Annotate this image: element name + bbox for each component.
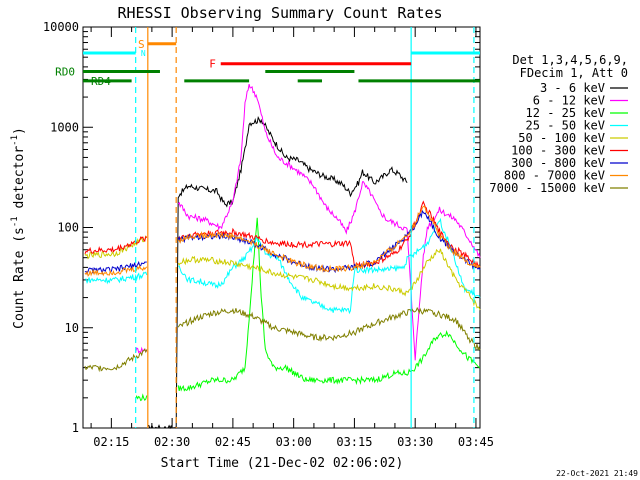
x-tick-label: 03:00 [276, 435, 312, 449]
x-tick-label: 02:30 [154, 435, 190, 449]
legend: Det 1,3,4,5,6,9,FDecim 1, Att 03 - 6 keV… [489, 53, 628, 195]
y-axis-label-prefix: Count Rate (s [12, 227, 27, 329]
series-line-5 [84, 235, 148, 254]
footer-date: 22-Oct-2021 21:49 [556, 469, 638, 478]
legend-title-line: FDecim 1, Att 0 [520, 66, 628, 80]
series-line-0 [147, 115, 408, 430]
legend-label: 12 - 25 keV [526, 106, 605, 120]
y-axis-label-suffix: ) [12, 127, 27, 135]
legend-label: 100 - 300 keV [511, 144, 605, 158]
legend-label: 3 - 6 keV [540, 81, 605, 95]
y-tick-label: 100 [57, 221, 79, 235]
flag-label: N [141, 49, 146, 58]
y-tick-label: 1 [72, 421, 79, 435]
y-axis-label-exponent-1: -1 [10, 216, 20, 227]
x-tick-label: 03:45 [458, 435, 494, 449]
series-line-2 [135, 393, 148, 402]
y-tick-label: 1000 [50, 120, 79, 134]
series-line-8 [84, 348, 148, 373]
flag-label: RD4 [91, 75, 111, 88]
annotation-layer: SN F RD0 RD4 [55, 27, 480, 428]
plot-frame [82, 26, 481, 429]
legend-label: 7000 - 15000 keV [489, 181, 605, 195]
series-line-3 [178, 217, 481, 315]
legend-label: 25 - 50 keV [526, 119, 605, 133]
legend-title-line: Det 1,3,4,5,6,9, [512, 53, 628, 67]
x-tick-label: 03:15 [336, 435, 372, 449]
legend-label: 300 - 800 keV [511, 156, 605, 170]
y-tick-label: 10 [65, 321, 79, 335]
legend-label: 800 - 7000 keV [504, 169, 605, 183]
y-tick-label: 10000 [43, 20, 79, 34]
series-line-8 [177, 306, 481, 351]
x-tick-label: 03:30 [397, 435, 433, 449]
series-line-4 [84, 235, 148, 260]
legend-label: 50 - 100 keV [518, 131, 605, 145]
series-line-7 [84, 264, 148, 277]
flag-label: F [209, 58, 216, 71]
y-axis: 1 10 100 1000 10000 [43, 20, 480, 435]
series-line-5 [177, 200, 481, 270]
legend-label: 6 - 12 keV [533, 94, 605, 108]
series-line-2 [177, 217, 481, 392]
series-line-4 [177, 248, 481, 311]
series-line-3 [84, 271, 148, 285]
x-tick-label: 02:45 [215, 435, 251, 449]
series-line-1 [177, 83, 481, 361]
series-line-6 [84, 260, 147, 275]
flag-label: S [138, 38, 145, 51]
series-line-7 [177, 205, 481, 273]
flag-label: RD0 [55, 65, 75, 78]
chart-title: RHESSI Observing Summary Count Rates [117, 4, 442, 22]
y-axis-label: Count Rate (s-1 detector-1) [10, 127, 27, 329]
x-axis-label: Start Time (21-Dec-02 02:06:02) [161, 456, 404, 471]
series-layer [84, 83, 481, 430]
x-tick-label: 02:15 [93, 435, 129, 449]
y-axis-label-exponent-2: -1 [10, 135, 20, 146]
x-axis: 02:15 02:30 02:45 03:00 03:15 03:30 03:45 [90, 27, 494, 449]
y-axis-label-middle: detector [12, 146, 27, 217]
